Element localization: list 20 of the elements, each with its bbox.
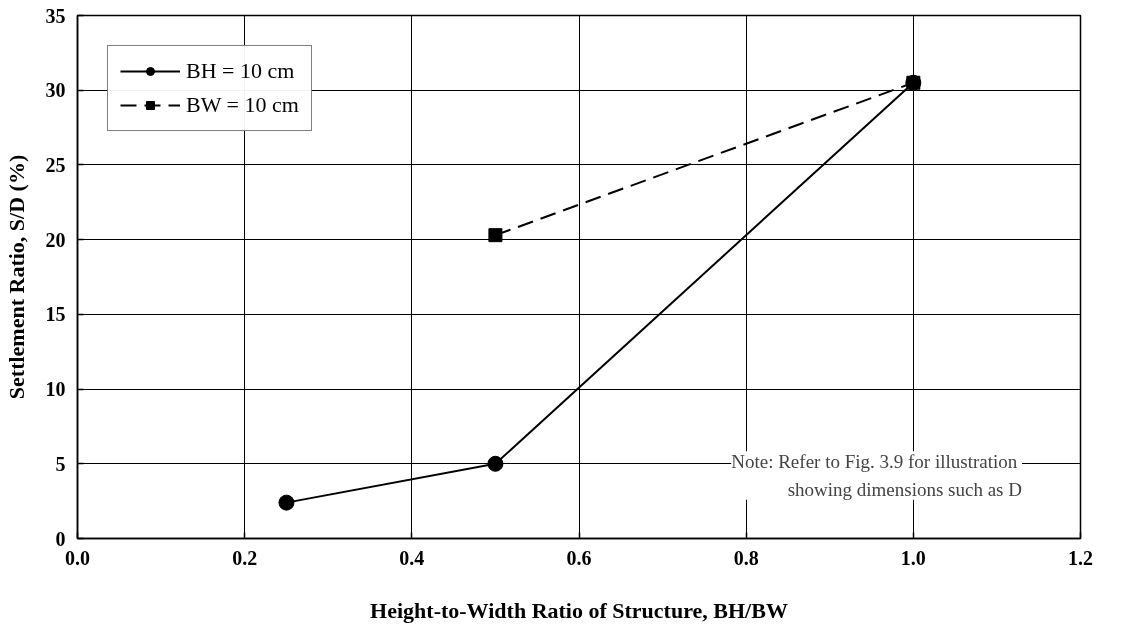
x-tick-label: 0.6 bbox=[566, 546, 592, 569]
legend-label: BH = 10 cm bbox=[186, 58, 295, 84]
y-tick-label: 10 bbox=[45, 378, 66, 401]
y-tick-label: 5 bbox=[55, 452, 66, 475]
x-tick-label: 0.2 bbox=[232, 546, 258, 569]
y-tick-label: 20 bbox=[45, 228, 66, 251]
annotation: Note: Refer to Fig. 3.9 for illustration showing dimensions such as D bbox=[731, 451, 1022, 500]
x-axis-title: Height-to-Width Ratio of Structure, BH/BW bbox=[370, 597, 788, 623]
y-tick-label: 30 bbox=[45, 79, 66, 102]
y-tick-label: 25 bbox=[45, 153, 66, 176]
x-tick-label: 0.0 bbox=[65, 546, 90, 569]
y-tick-label: 35 bbox=[45, 4, 66, 27]
y-tick-label: 15 bbox=[45, 303, 66, 326]
x-tick-label: 1.2 bbox=[1068, 546, 1093, 569]
legend-label: BW = 10 cm bbox=[186, 92, 299, 118]
x-tick-label: 0.8 bbox=[733, 546, 759, 569]
x-tick-label: 1.0 bbox=[900, 546, 926, 569]
x-tick-label: 0.4 bbox=[399, 546, 425, 569]
y-tick-label: 0 bbox=[55, 527, 66, 550]
y-axis-title: Settlement Ratio, S/D (%) bbox=[3, 154, 29, 400]
